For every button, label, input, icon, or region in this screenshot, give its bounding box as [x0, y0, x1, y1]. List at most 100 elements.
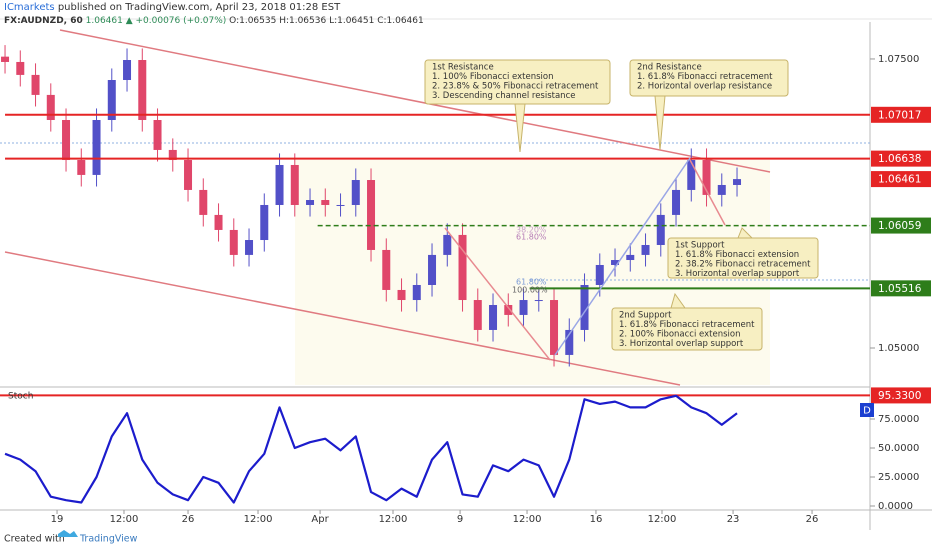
x-tick-label: 26	[806, 514, 819, 525]
candle-body	[382, 249, 391, 290]
level-tag	[871, 280, 931, 297]
callout	[629, 59, 789, 97]
arrow	[444, 227, 551, 361]
candle-body	[687, 160, 696, 190]
callout-pointer	[737, 227, 753, 239]
arrow	[689, 159, 726, 226]
level-label: 1.06059	[878, 220, 921, 232]
published: published on TradingView.com, April 23, …	[58, 2, 341, 13]
candle-body	[458, 234, 467, 301]
level-label: 1.05516	[878, 283, 922, 295]
candle-body	[1, 56, 10, 62]
candle-body	[31, 74, 40, 95]
candle-body	[565, 329, 574, 355]
footer-brand[interactable]: TradingView	[79, 534, 138, 545]
x-tick-label: 19	[51, 514, 64, 525]
x-tick-label: 12:00	[110, 514, 139, 525]
candle-body	[534, 300, 543, 302]
fib-label: 38.20%	[516, 226, 547, 235]
callout-pointer	[670, 292, 686, 309]
candle-body	[306, 200, 315, 205]
x-tick-label: 12:00	[244, 514, 273, 525]
level-label: 95.3300	[878, 390, 921, 402]
candle-body	[397, 289, 406, 301]
candle-body	[717, 184, 726, 195]
candle-body	[62, 120, 71, 161]
ohlc: O:1.06535 H:1.06536 L:1.06451 C:1.06461	[229, 16, 424, 26]
x-tick-label: Apr	[311, 514, 329, 525]
callout-text: 1. 61.8% Fibonacci retracement	[619, 320, 755, 330]
level-label: 1.06638	[878, 153, 921, 165]
callout-text: 2. 100% Fibonacci extension	[619, 330, 741, 340]
candle-body	[46, 94, 55, 121]
candle-body	[107, 80, 116, 121]
candle-body	[229, 229, 238, 255]
level-tag	[871, 171, 931, 188]
candle-body	[580, 284, 589, 330]
callout-text: 2nd Resistance	[637, 63, 702, 73]
candle-body	[626, 254, 635, 261]
y-tick-label: 25.0000	[878, 472, 919, 483]
x-tick-label: 12:00	[379, 514, 408, 525]
x-tick-label: 9	[457, 514, 463, 525]
level-tag	[871, 150, 931, 167]
fib-label: 100.00%	[512, 286, 548, 295]
level-label: 1.06461	[878, 174, 921, 186]
callout-text: 1st Support	[675, 241, 725, 251]
candle-body	[77, 160, 86, 175]
candle-body	[290, 164, 299, 205]
candle-body	[260, 204, 269, 241]
footer-created: Created with	[4, 534, 65, 545]
badge-text: D	[863, 406, 871, 417]
callout-text: 3. Descending channel resistance	[432, 91, 575, 101]
candle-body	[153, 120, 162, 150]
candle-body	[336, 204, 345, 206]
candle-body	[168, 149, 177, 161]
callout	[667, 237, 819, 279]
candle-body	[595, 264, 604, 285]
y-tick-label: 50.0000	[878, 443, 919, 454]
candle-body	[92, 120, 101, 175]
candle-body	[16, 61, 25, 75]
candle-body	[321, 200, 330, 205]
callout-pointer	[514, 103, 526, 153]
callout-text: 1. 61.8% Fibonacci extension	[675, 250, 799, 260]
callout-pointer	[654, 95, 666, 151]
callout	[424, 59, 611, 105]
logo	[58, 530, 78, 537]
candle-body	[611, 260, 620, 265]
symbol-line: FX:AUDNZD, 60 1.06461 ▲ +0.00076 (+0.07%…	[4, 16, 424, 26]
y-tick-label: 0.0000	[878, 501, 913, 512]
candle-body	[199, 189, 208, 215]
x-tick-label: 12:00	[648, 514, 677, 525]
candle-body	[489, 304, 498, 330]
level-label: 1.07017	[878, 109, 921, 121]
x-tick-label: 23	[727, 514, 740, 525]
level-tag	[871, 106, 931, 123]
candle-body	[367, 180, 376, 250]
change: 1.06461 ▲ +0.00076 (+0.07%)	[86, 16, 227, 26]
x-tick-label: 26	[182, 514, 195, 525]
stoch-line	[4, 394, 738, 504]
callout-text: 2. 23.8% & 50% Fibonacci retracement	[432, 82, 599, 92]
candle-body	[733, 179, 742, 185]
candle-body	[351, 180, 360, 205]
candle-body	[412, 284, 421, 301]
candle-body	[443, 234, 452, 255]
header-line: ICmarkets published on TradingView.com, …	[4, 2, 341, 13]
callout-text: 1. 100% Fibonacci extension	[432, 72, 554, 82]
level-tag	[871, 217, 931, 234]
callout-text: 2. Horizontal overlap resistance	[637, 82, 772, 92]
candle-body	[245, 240, 254, 255]
candle-body	[214, 214, 223, 230]
callout-text: 3. Horizontal overlap support	[675, 269, 800, 279]
publisher[interactable]: ICmarkets	[4, 2, 55, 13]
badge[interactable]	[860, 403, 874, 417]
candle-body	[504, 304, 513, 315]
callout	[611, 307, 763, 351]
callout-text: 3. Horizontal overlap support	[619, 339, 744, 349]
channel-lower	[4, 251, 681, 386]
candle-body	[550, 300, 559, 355]
candle-body	[184, 160, 193, 190]
